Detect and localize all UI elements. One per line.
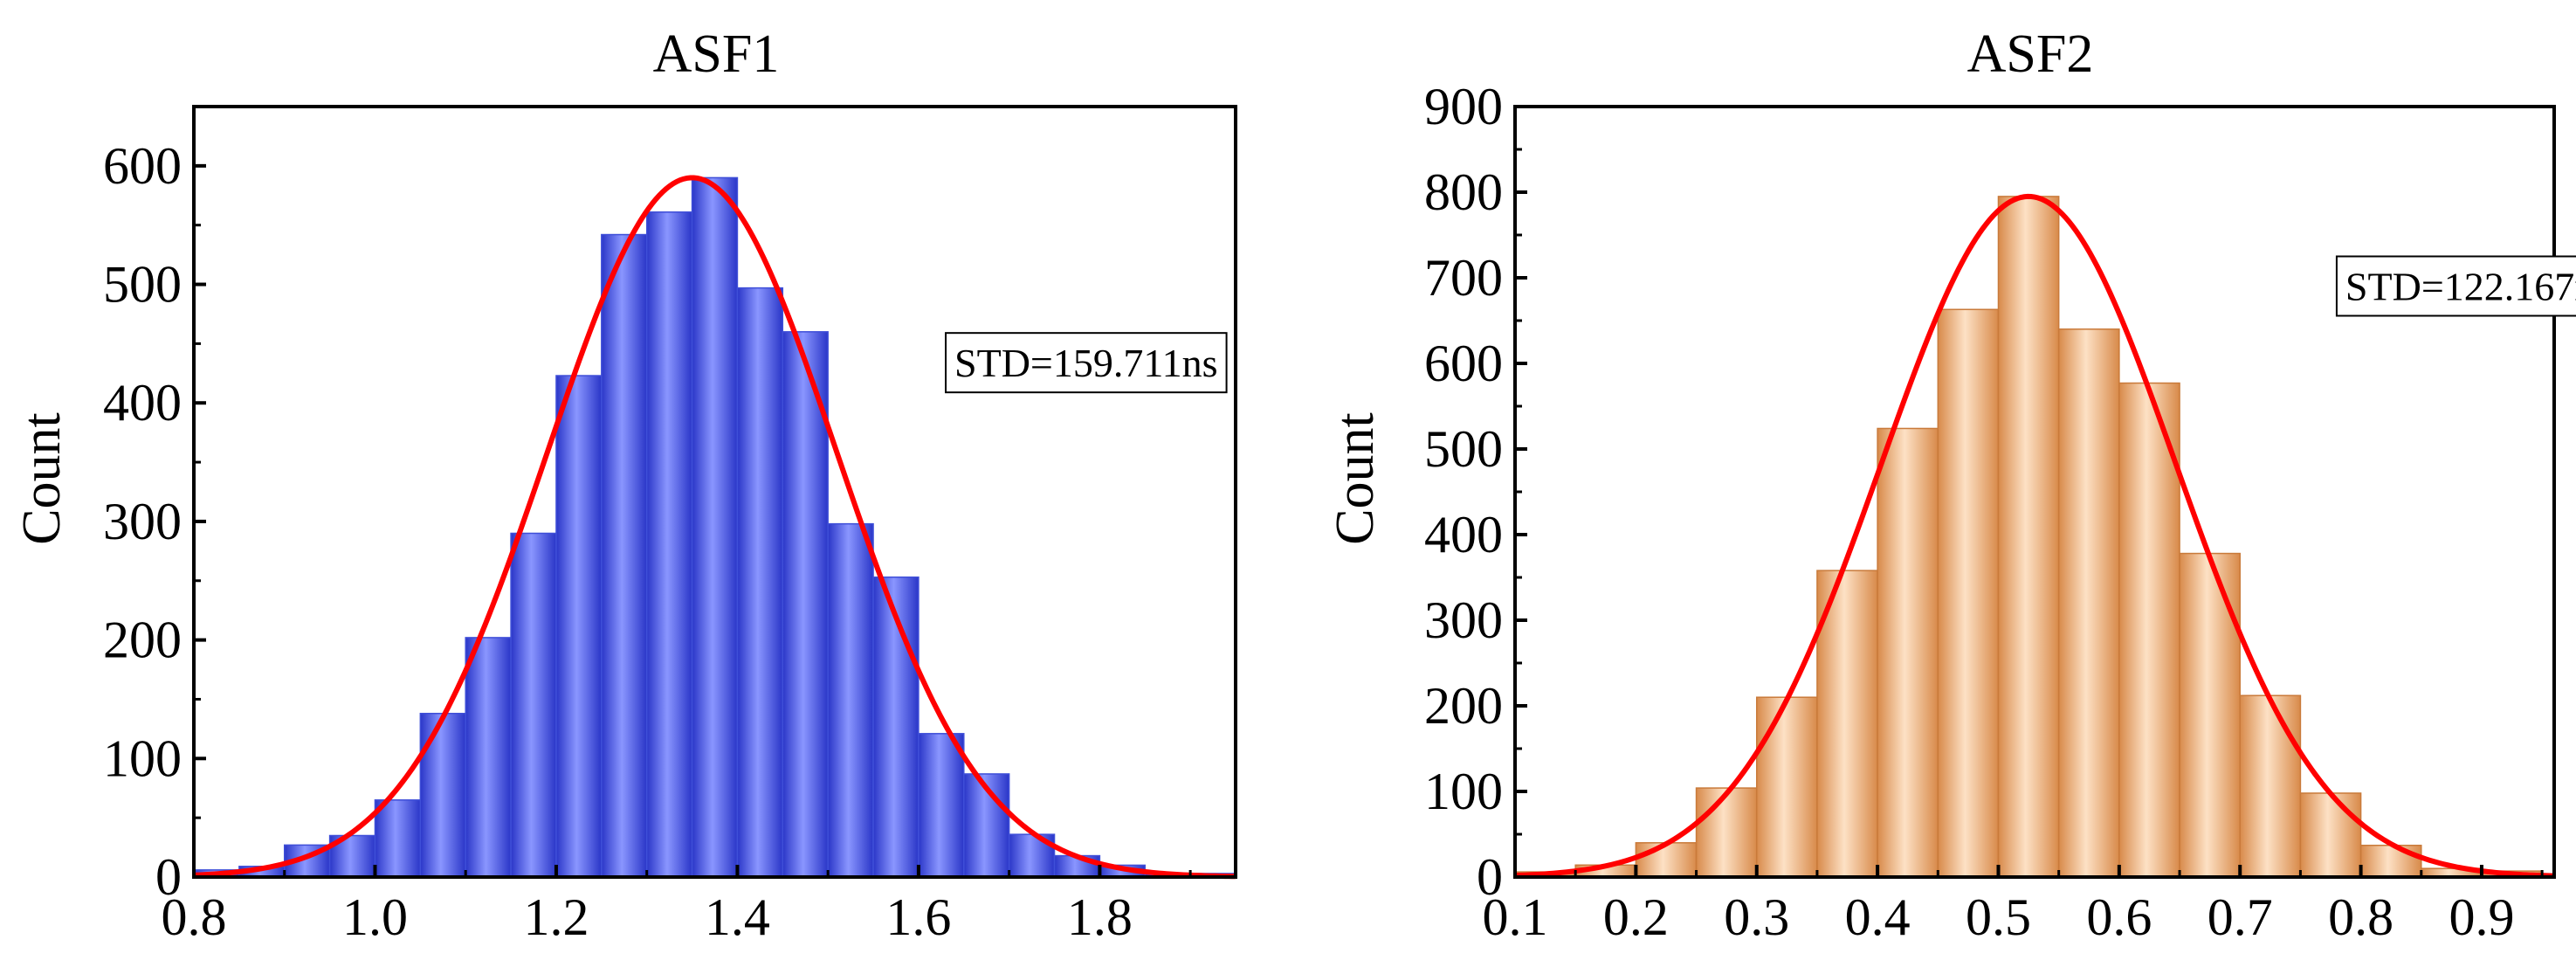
y-tick-label: 600 bbox=[103, 137, 182, 195]
gaussian-fit-curve-asf1 bbox=[193, 175, 1236, 880]
y-tick-label: 0 bbox=[1477, 848, 1503, 906]
x-tick-label: 0.8 bbox=[162, 888, 227, 946]
x-tick-label: 0.1 bbox=[1483, 888, 1548, 946]
x-tick-label: 0.4 bbox=[1845, 888, 1911, 946]
histogram-bar bbox=[1816, 570, 1878, 878]
panel-asf1: ASF1 0 100 200 300 400 500 600 0.8 1.0 1.2 1.4 1.6… bbox=[12, 24, 1237, 946]
y-tick-label: 0 bbox=[155, 848, 182, 906]
std-annotation-text-asf2: STD=122.167ns bbox=[2345, 265, 2576, 309]
histogram-bar bbox=[2359, 844, 2422, 878]
x-tick-label: 1.2 bbox=[523, 888, 589, 946]
y-tick-label: 400 bbox=[103, 374, 182, 432]
histogram-bar bbox=[1877, 427, 1939, 878]
histogram-bar bbox=[1695, 787, 1758, 878]
y-tick-label: 200 bbox=[103, 611, 182, 669]
x-tick-label: 0.9 bbox=[2449, 888, 2514, 946]
histogram-bar bbox=[601, 233, 648, 878]
x-tick-label: 1.8 bbox=[1067, 888, 1133, 946]
histogram-bar bbox=[2179, 552, 2241, 878]
histogram-bar bbox=[374, 799, 422, 878]
histogram-bar bbox=[827, 522, 874, 878]
x-tick-label: 0.5 bbox=[1966, 888, 2031, 946]
x-tick-label: 0.8 bbox=[2328, 888, 2393, 946]
histogram-bar bbox=[2299, 792, 2362, 878]
x-axis-ticks-asf1: 0.8 1.0 1.2 1.4 1.6 1.8 bbox=[162, 865, 1192, 946]
histogram-bar bbox=[918, 733, 965, 878]
y-tick-label: 600 bbox=[1424, 335, 1503, 392]
histogram-bar bbox=[1937, 308, 2000, 878]
y-tick-label: 100 bbox=[103, 729, 182, 787]
std-annotation-asf1: STD=159.711ns bbox=[945, 332, 1228, 394]
histogram-bar bbox=[2057, 328, 2120, 878]
y-tick-label: 300 bbox=[103, 493, 182, 550]
std-annotation-box-asf1 bbox=[945, 332, 1228, 394]
histogram-bar bbox=[1755, 696, 1818, 878]
x-tick-label: 0.7 bbox=[2208, 888, 2273, 946]
x-tick-label: 1.6 bbox=[885, 888, 951, 946]
gaussian-fit-curve-asf2 bbox=[1514, 193, 2555, 879]
chart-title-asf1: ASF1 bbox=[653, 24, 780, 84]
histogram-bar bbox=[2118, 382, 2180, 878]
histogram-bar bbox=[736, 287, 784, 878]
y-axis-label-asf1: Count bbox=[12, 412, 72, 545]
y-tick-label: 100 bbox=[1424, 763, 1503, 820]
y-tick-label: 500 bbox=[1424, 420, 1503, 478]
y-axis-ticks-asf2: 0 100 200 300 400 500 600 700 800 900 bbox=[1424, 78, 1527, 906]
y-tick-label: 300 bbox=[1424, 591, 1503, 649]
y-tick-label: 900 bbox=[1424, 78, 1503, 135]
histogram-bar bbox=[645, 211, 693, 878]
x-axis-ticks-asf2: 0.1 0.2 0.3 0.4 0.5 0.6 0.7 0.8 0.9 bbox=[1483, 865, 2544, 946]
y-tick-label: 800 bbox=[1424, 163, 1503, 221]
std-annotation-text-asf1: STD=159.711ns bbox=[954, 341, 1218, 385]
histogram-bar bbox=[465, 637, 512, 878]
x-tick-label: 0.6 bbox=[2086, 888, 2152, 946]
std-annotation-box-asf2 bbox=[2335, 255, 2576, 317]
y-axis-ticks-asf1: 0 100 200 300 400 500 600 bbox=[103, 137, 206, 906]
histogram-bar bbox=[1635, 842, 1698, 878]
plot-frame-asf1 bbox=[192, 105, 1237, 879]
histogram-bar bbox=[510, 532, 557, 878]
x-tick-label: 0.3 bbox=[1724, 888, 1789, 946]
histogram-bars-asf1 bbox=[193, 176, 1236, 878]
histogram-bar bbox=[2239, 694, 2302, 878]
x-tick-label: 1.0 bbox=[342, 888, 408, 946]
x-tick-label: 0.2 bbox=[1603, 888, 1669, 946]
y-tick-label: 400 bbox=[1424, 506, 1503, 563]
histogram-bar bbox=[555, 375, 603, 878]
histogram-bar bbox=[1997, 196, 2060, 878]
histogram-bar bbox=[691, 176, 739, 878]
y-axis-label-asf2: Count bbox=[1326, 412, 1385, 545]
y-tick-label: 700 bbox=[1424, 249, 1503, 307]
panel-asf2: ASF2 0 100 200 300 400 500 600 700 800 900 0.1 0.2… bbox=[1326, 24, 2576, 946]
y-tick-label: 200 bbox=[1424, 677, 1503, 735]
chart-title-asf2: ASF2 bbox=[1967, 24, 2094, 84]
histogram-bar bbox=[419, 712, 466, 878]
histogram-bars-asf2 bbox=[1514, 196, 2543, 878]
std-annotation-asf2: STD=122.167ns bbox=[2335, 255, 2576, 317]
x-tick-label: 1.4 bbox=[705, 888, 770, 946]
y-tick-label: 500 bbox=[103, 256, 182, 314]
